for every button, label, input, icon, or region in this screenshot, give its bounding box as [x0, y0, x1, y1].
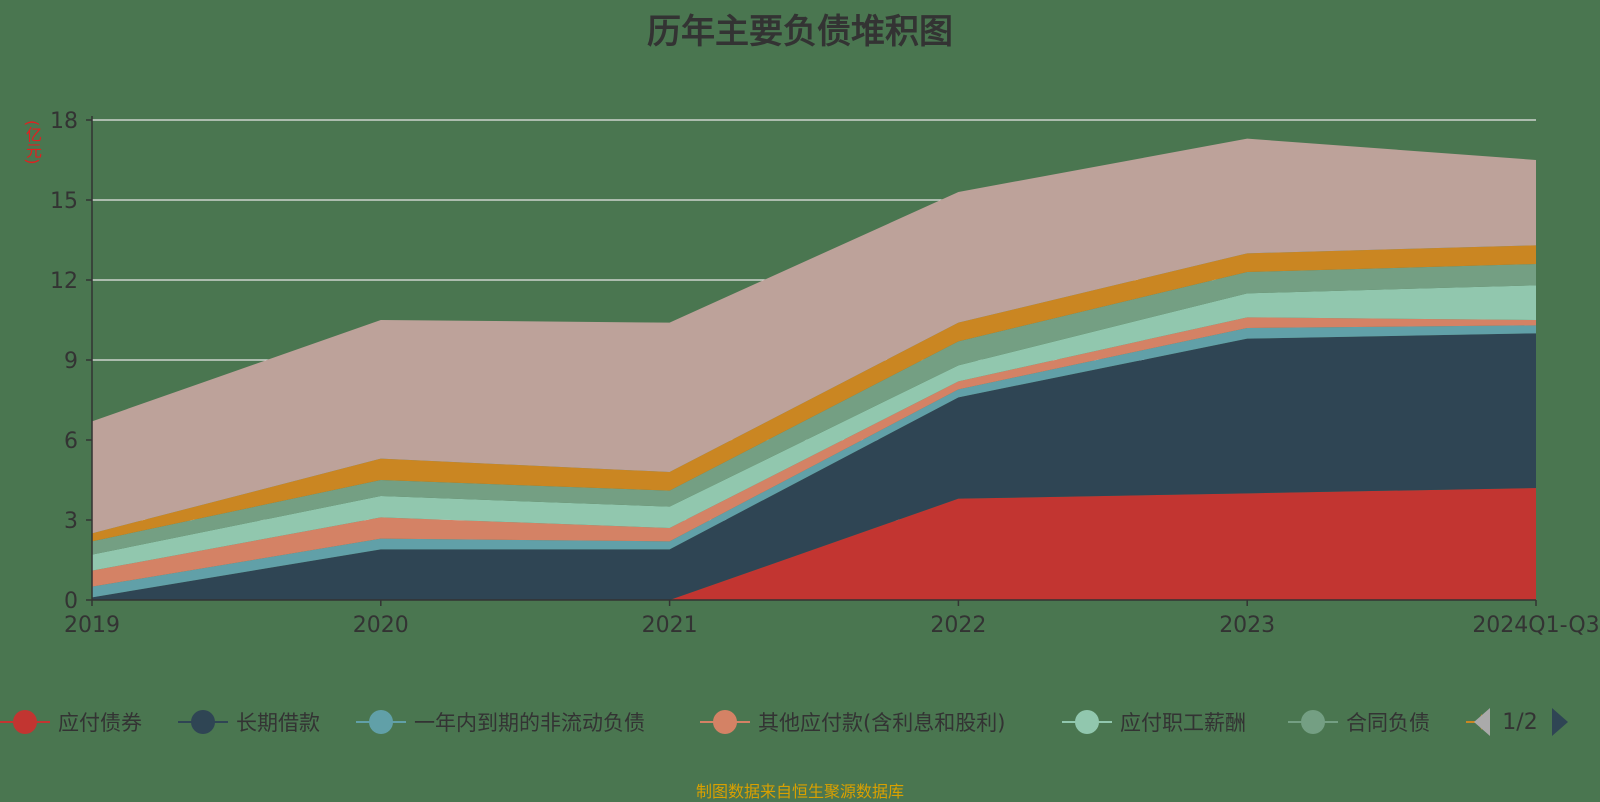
legend-item[interactable]: 应付债券 [0, 702, 142, 742]
legend-next-page-icon[interactable] [1552, 708, 1568, 736]
x-tick-label: 2020 [353, 613, 409, 638]
area-series-4 [92, 285, 1536, 571]
y-tick-label: 12 [50, 269, 78, 294]
legend-label: 一年内到期的非流动负债 [414, 711, 645, 735]
area-series-7 [92, 138, 1536, 534]
legend-page-indicator: 1/2 [1502, 710, 1537, 735]
x-tick-label: 2023 [1219, 613, 1275, 638]
y-axis-unit-label: (亿元) [23, 120, 42, 165]
legend-item[interactable]: 合同负债 [1288, 702, 1430, 742]
legend-pager: 1/2 [1474, 708, 1568, 736]
data-source-note: 制图数据来自恒生聚源数据库 [695, 782, 904, 801]
legend-item[interactable]: 长期借款 [178, 702, 320, 742]
legend-label: 应付职工薪酬 [1120, 711, 1246, 735]
legend-marker-icon [0, 702, 50, 742]
legend-prev-page-icon[interactable] [1474, 708, 1490, 736]
area-series-2 [92, 325, 1536, 598]
chart-title: 历年主要负债堆积图 [647, 12, 953, 52]
area-series-1 [92, 333, 1536, 600]
legend-item[interactable]: 其他应付款(含利息和股利) [700, 702, 1005, 742]
legend-marker-icon [700, 702, 750, 742]
legend-marker-icon [1062, 702, 1112, 742]
y-tick-label: 9 [64, 349, 78, 374]
legend-marker-icon [178, 702, 228, 742]
x-tick-label: 2022 [930, 613, 986, 638]
y-tick-label: 3 [64, 509, 78, 534]
legend-marker-icon [356, 702, 406, 742]
x-tick-label: 2024Q1-Q3 [1472, 613, 1599, 638]
area-series-6 [92, 245, 1536, 542]
y-tick-label: 18 [50, 109, 78, 134]
y-tick-label: 6 [64, 429, 78, 454]
legend-label: 长期借款 [236, 711, 320, 735]
x-tick-label: 2021 [642, 613, 698, 638]
area-series-0 [92, 488, 1536, 600]
y-tick-label: 0 [64, 589, 78, 614]
x-tick-label: 2019 [64, 613, 120, 638]
area-series-3 [92, 317, 1536, 587]
legend-label: 合同负债 [1346, 711, 1430, 735]
legend-item[interactable]: 一年内到期的非流动负债 [356, 702, 645, 742]
legend-label: 其他应付款(含利息和股利) [758, 711, 1006, 735]
chart-legend: 应付债券 长期借款 一年内到期的非流动负债 其他应付款(含利息和股利) 应付职工薪酬 合同… [0, 702, 1600, 742]
legend-marker-icon [1288, 702, 1338, 742]
legend-label: 应付债券 [58, 711, 142, 735]
y-tick-label: 15 [50, 189, 78, 214]
legend-item[interactable]: 应付职工薪酬 [1062, 702, 1246, 742]
